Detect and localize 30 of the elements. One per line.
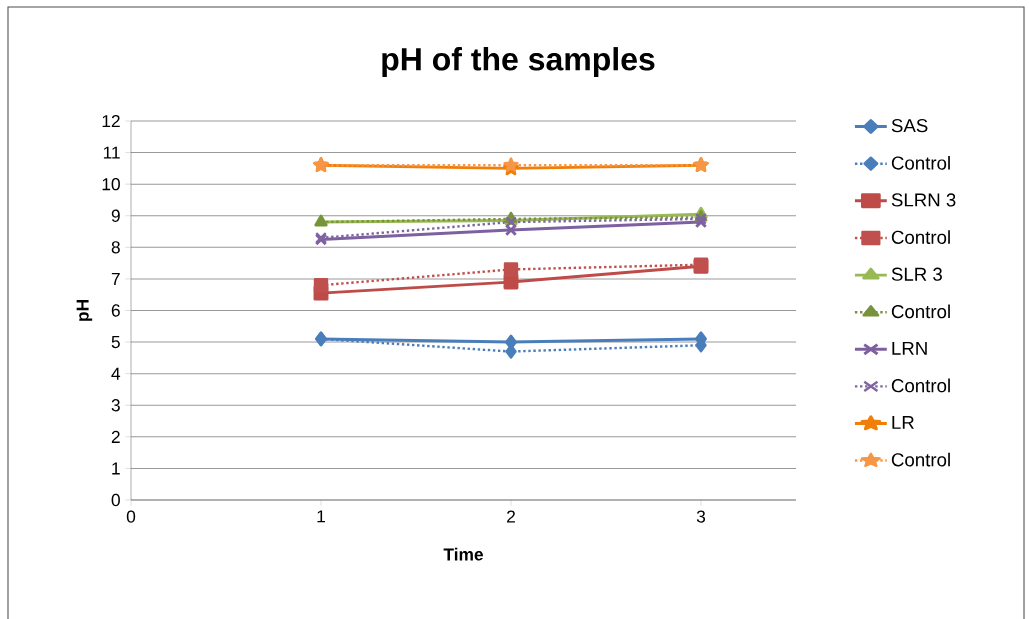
legend-label: SLRN 3 bbox=[891, 193, 956, 207]
y-tick-label: 9 bbox=[111, 209, 120, 222]
y-tick-label: 0 bbox=[111, 493, 120, 507]
y-tick-label: 10 bbox=[102, 178, 120, 191]
y-tick-label: 3 bbox=[111, 399, 120, 412]
legend-label: LR bbox=[892, 416, 914, 429]
y-axis-title: pH bbox=[76, 300, 93, 321]
x-axis-title: Time bbox=[443, 547, 483, 561]
x-tick-label: 2 bbox=[507, 510, 515, 523]
legend-label: SLR 3 bbox=[891, 267, 942, 281]
chart-title: pH of the samples bbox=[382, 47, 655, 77]
legend-label: LRN bbox=[892, 341, 927, 355]
legend-label: Control bbox=[891, 378, 950, 393]
legend-label: Control bbox=[891, 230, 950, 244]
legend-label: Control bbox=[891, 452, 950, 467]
y-tick-label: 8 bbox=[111, 241, 120, 254]
x-tick-label: 3 bbox=[696, 510, 706, 523]
legend-label: SAS bbox=[891, 119, 928, 133]
x-tick-label: 1 bbox=[317, 510, 325, 523]
legend-label: Control bbox=[891, 304, 950, 319]
y-tick-label: 2 bbox=[111, 430, 120, 443]
y-tick-label: 6 bbox=[111, 304, 120, 317]
y-tick-label: 7 bbox=[111, 272, 120, 285]
y-tick-label: 1 bbox=[112, 462, 120, 475]
y-tick-label: 4 bbox=[111, 367, 121, 380]
legend-label: Control bbox=[891, 155, 950, 170]
y-tick-label: 5 bbox=[111, 336, 120, 349]
y-tick-label: 12 bbox=[102, 114, 120, 128]
y-tick-label: 11 bbox=[103, 146, 120, 159]
x-tick-label: 0 bbox=[126, 510, 136, 523]
